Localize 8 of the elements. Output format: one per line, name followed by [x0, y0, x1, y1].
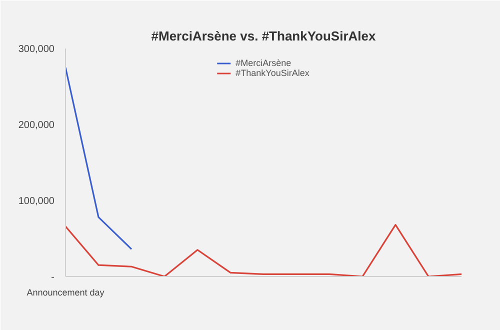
chart-title: #MerciArsène vs. #ThankYouSirAlex	[151, 28, 377, 44]
legend-label: #ThankYouSirAlex	[236, 68, 310, 78]
legend-label: #MerciArsène	[236, 58, 292, 68]
y-tick-label: 200,000	[18, 120, 55, 131]
y-tick-label: -	[51, 272, 55, 283]
y-tick-label: 100,000	[18, 196, 55, 207]
x-tick-label: Announcement day	[26, 288, 105, 298]
y-tick-label: 300,000	[18, 44, 55, 55]
